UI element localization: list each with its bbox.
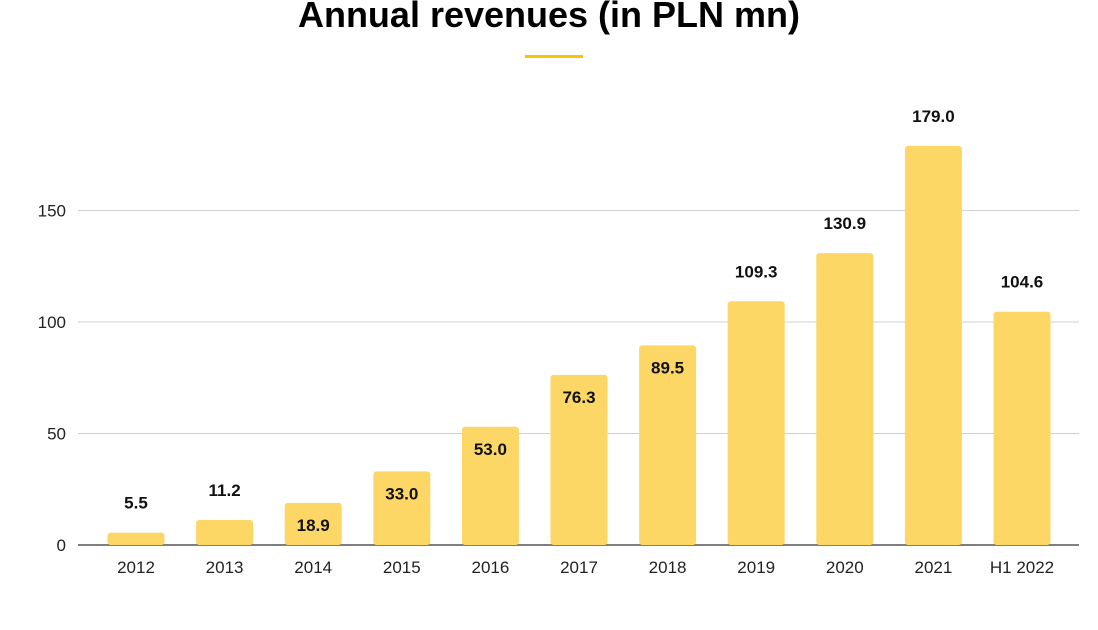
bar [107, 532, 165, 545]
data-label: 76.3 [562, 388, 595, 407]
y-tick-label: 150 [38, 202, 66, 221]
bar [461, 426, 519, 545]
x-tick-label: 2019 [737, 558, 775, 577]
x-tick-label: 2013 [206, 558, 244, 577]
bar [196, 520, 254, 545]
x-tick-label: H1 2022 [990, 558, 1054, 577]
bar [550, 374, 608, 545]
data-label: 53.0 [474, 440, 507, 459]
bar [904, 145, 962, 545]
bar [727, 301, 785, 545]
title-underline [525, 55, 583, 58]
y-tick-label: 100 [38, 313, 66, 332]
x-tick-label: 2020 [826, 558, 864, 577]
x-tick-label: 2017 [560, 558, 598, 577]
x-tick-label: 2016 [471, 558, 509, 577]
y-tick-label: 50 [47, 425, 66, 444]
bar-layer [107, 145, 1051, 545]
x-tick-label: 2018 [649, 558, 687, 577]
data-label: 89.5 [651, 358, 684, 377]
x-tick-label: 2015 [383, 558, 421, 577]
data-label: 179.0 [912, 107, 955, 126]
x-tick-label: 2021 [914, 558, 952, 577]
data-label: 104.6 [1001, 273, 1044, 292]
data-label: 11.2 [209, 481, 241, 500]
bar [639, 345, 697, 545]
data-label: 33.0 [385, 484, 418, 503]
data-label: 5.5 [124, 494, 148, 513]
y-tick-label: 0 [57, 536, 66, 555]
data-label: 109.3 [735, 262, 778, 281]
bar [993, 311, 1051, 545]
chart-title: Annual revenues (in PLN mn) [297, 0, 801, 35]
bar [284, 502, 342, 545]
x-tick-label: 2012 [117, 558, 155, 577]
x-tick-label: 2014 [294, 558, 332, 577]
bar [816, 253, 874, 545]
data-label: 130.9 [824, 214, 867, 233]
data-label: 18.9 [297, 516, 330, 535]
bar [373, 471, 431, 545]
label-layer: 0 50 100 150 2012 5.5 2013 11.2 2014 18.9 2015 33.0… [38, 107, 1055, 577]
